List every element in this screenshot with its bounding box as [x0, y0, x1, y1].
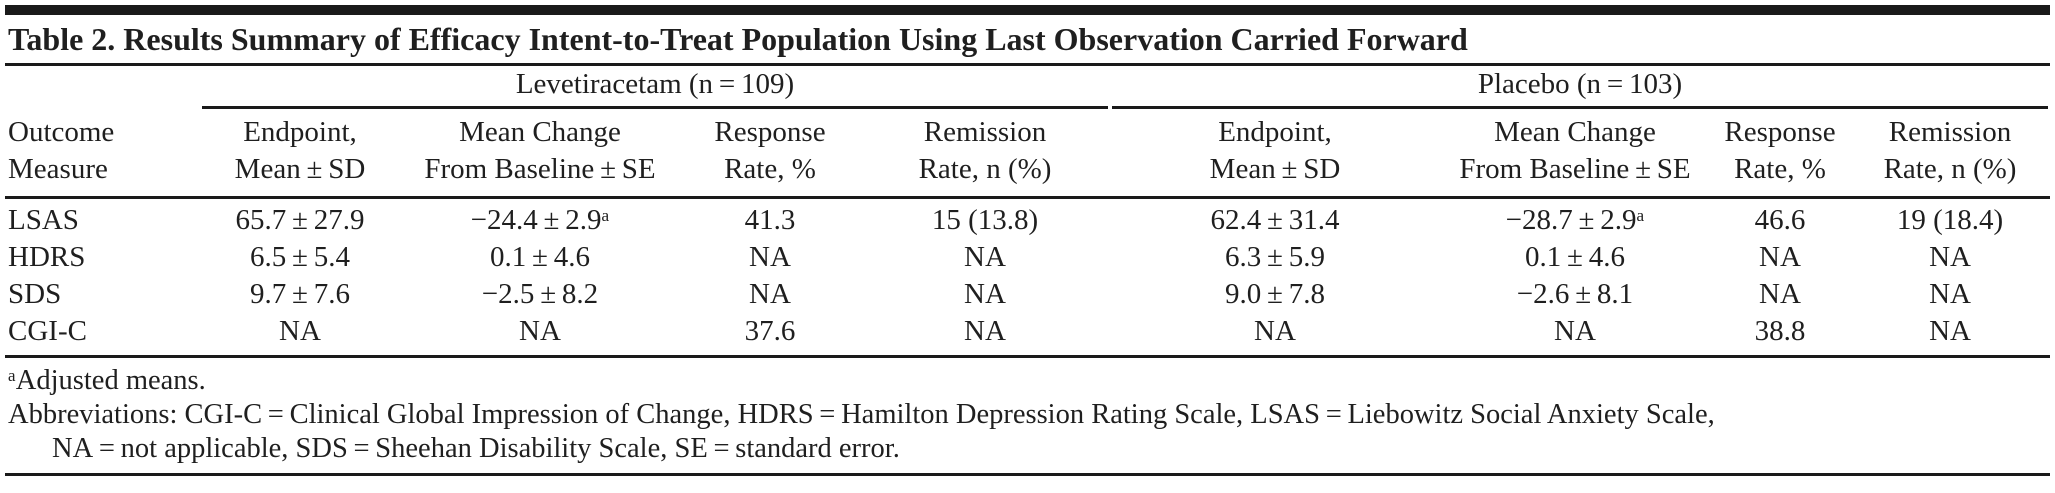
results-table: Levetiracetam (n = 109) Placebo (n = 103… — [5, 66, 2051, 358]
table-title: Table 2. Results Summary of Efficacy Int… — [8, 21, 1468, 57]
table-row-sds: SDS 9.7 ± 7.6 −2.5 ± 8.2 NA NA 9.0 ± 7.8… — [5, 276, 2050, 313]
row-label: CGI-C — [5, 313, 200, 358]
data-cell: NA — [1110, 313, 1440, 358]
data-cell: NA — [1929, 278, 1971, 310]
data-cell: 9.0 ± 7.8 — [1224, 278, 1326, 310]
table-row-lsas: LSAS 65.7 ± 27.9 −24.4 ± 2.9ᵃ 41.3 15 (1… — [5, 198, 2050, 240]
data-cell: NA — [1759, 241, 1801, 273]
data-cell: −28.7 ± 2.9ᵃ — [1505, 204, 1645, 236]
data-cell: 37.6 — [680, 313, 860, 358]
data-cell: NA — [1759, 278, 1801, 310]
column-header-endpoint-placebo: Endpoint, Mean ± SD — [1110, 109, 1440, 199]
footnote-abbreviations-line-1: Abbreviations: CGI-C = Clinical Global I… — [8, 399, 1715, 430]
footnote-adjusted-means: ᵃAdjusted means. — [8, 365, 206, 396]
data-cell: NA — [749, 278, 791, 310]
column-header-response-rate-placebo: Response Rate, % — [1710, 109, 1850, 199]
data-cell: NA — [400, 313, 680, 358]
data-cell: NA — [860, 313, 1110, 358]
title-rule — [5, 63, 2050, 66]
data-cell: 41.3 — [744, 204, 796, 236]
data-cell: NA — [1929, 241, 1971, 273]
table-row-hdrs: HDRS 6.5 ± 5.4 0.1 ± 4.6 NA NA 6.3 ± 5.9… — [5, 239, 2050, 276]
data-cell: 6.3 ± 5.9 — [1224, 241, 1326, 273]
row-label: LSAS — [8, 204, 79, 236]
group-header-spacer — [5, 66, 200, 109]
data-cell: 6.5 ± 5.4 — [249, 241, 351, 273]
data-cell: 9.7 ± 7.6 — [249, 278, 351, 310]
column-header-remission-rate-lev: Remission Rate, n (%) — [860, 109, 1110, 199]
data-cell: 19 (18.4) — [1896, 204, 2004, 236]
column-header-row: Outcome Measure Endpoint, Mean ± SD Mean… — [5, 109, 2051, 199]
footnote-abbreviations-line-2: NA = not applicable, SDS = Sheehan Disab… — [52, 433, 900, 464]
group-header-levetiracetam: Levetiracetam (n = 109) — [200, 66, 1110, 109]
data-cell: −2.6 ± 8.1 — [1516, 278, 1634, 310]
data-cell: −24.4 ± 2.9ᵃ — [470, 204, 610, 236]
data-cell: 38.8 — [1710, 313, 1850, 358]
data-cell: NA — [964, 241, 1006, 273]
group-label-levetiracetam: Levetiracetam (n = 109) — [202, 66, 1108, 109]
data-cell: −2.5 ± 8.2 — [481, 278, 599, 310]
data-cell: NA — [749, 241, 791, 273]
data-cell: NA — [200, 313, 400, 358]
row-label: SDS — [8, 278, 62, 310]
table-row-cgi-c: CGI-C NA NA 37.6 NA NA NA 38.8 NA — [5, 313, 2051, 358]
row-label: HDRS — [8, 241, 86, 273]
footnotes: ᵃAdjusted means. Abbreviations: CGI-C = … — [0, 358, 2055, 466]
column-header-response-rate-lev: Response Rate, % — [680, 109, 860, 199]
data-cell: 46.6 — [1754, 204, 1806, 236]
data-cell: 0.1 ± 4.6 — [489, 241, 591, 273]
column-header-endpoint-lev: Endpoint, Mean ± SD — [200, 109, 400, 199]
group-header-placebo: Placebo (n = 103) — [1110, 66, 2050, 109]
data-cell: NA — [1440, 313, 1710, 358]
column-header-outcome-measure: Outcome Measure — [5, 109, 200, 199]
paper-table-page: Table 2. Results Summary of Efficacy Int… — [0, 5, 2055, 493]
column-header-mean-change-lev: Mean Change From Baseline ± SE — [400, 109, 680, 199]
data-cell: 15 (13.8) — [931, 204, 1039, 236]
data-cell: NA — [964, 278, 1006, 310]
group-header-row: Levetiracetam (n = 109) Placebo (n = 103… — [5, 66, 2050, 109]
top-rule — [5, 5, 2050, 15]
data-cell: 65.7 ± 27.9 — [235, 204, 365, 236]
data-cell: NA — [1850, 313, 2051, 358]
data-cell: 62.4 ± 31.4 — [1210, 204, 1340, 236]
data-cell: 0.1 ± 4.6 — [1524, 241, 1626, 273]
bottom-rule — [5, 473, 2050, 476]
group-label-placebo: Placebo (n = 103) — [1112, 66, 2049, 109]
column-header-mean-change-placebo: Mean Change From Baseline ± SE — [1440, 109, 1710, 199]
column-header-remission-rate-placebo: Remission Rate, n (%) — [1850, 109, 2051, 199]
